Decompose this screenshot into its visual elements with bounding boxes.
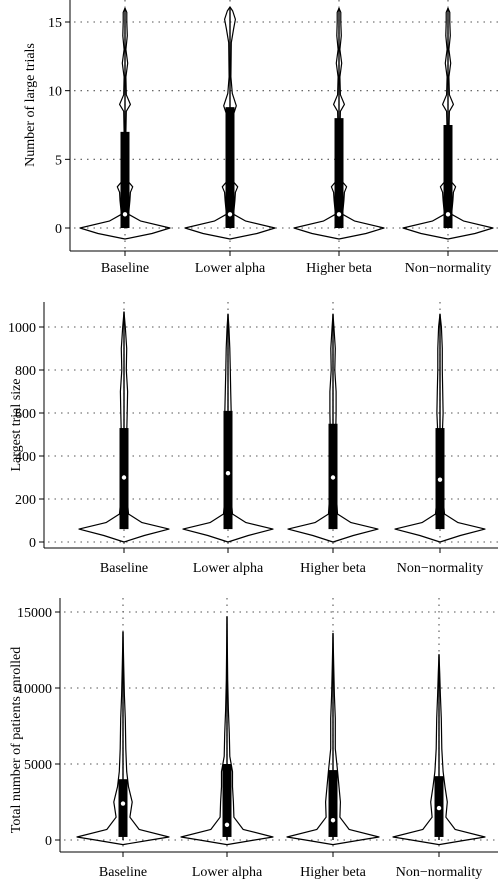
y-tick-label: 5000 xyxy=(24,758,52,773)
violin-iqr-box-2 xyxy=(225,107,235,228)
violin-median-point-2 xyxy=(224,822,230,827)
y-tick-label: 0 xyxy=(29,536,36,551)
violin-median-point-3 xyxy=(330,818,336,823)
y-axis-label: Total number of patients enrolled xyxy=(9,647,24,833)
y-tick-label: 200 xyxy=(15,493,36,508)
category-label: Lower alpha xyxy=(193,561,264,576)
y-tick-label: 10 xyxy=(48,85,62,100)
y-tick-label: 1000 xyxy=(8,321,36,336)
violin-median-point-3 xyxy=(336,212,342,217)
category-label: Lower alpha xyxy=(192,865,263,880)
violin-median-point-1 xyxy=(120,801,126,806)
y-tick-label: 0 xyxy=(55,222,62,237)
violin-median-point-4 xyxy=(445,212,451,217)
violin-iqr-box-1 xyxy=(118,779,128,837)
y-axis-label: Largest trial size xyxy=(9,378,24,471)
violin-median-point-1 xyxy=(122,212,128,217)
violin-iqr-box-1 xyxy=(120,131,130,228)
category-label: Non−normality xyxy=(396,865,482,880)
y-tick-label: 5 xyxy=(55,153,62,168)
violin-iqr-box-4 xyxy=(443,125,453,228)
violin-iqr-box-3 xyxy=(334,118,344,228)
category-label: Non−normality xyxy=(397,561,483,576)
chart-panel-1: 0 5 10 15 Baseline Lower alpha Higher beta Non−… xyxy=(23,0,498,276)
category-label: Higher beta xyxy=(306,261,372,276)
y-tick-label: 0 xyxy=(45,834,52,849)
violin-iqr-box-3 xyxy=(328,770,338,837)
violin-median-point-1 xyxy=(121,475,127,480)
category-label: Non−normality xyxy=(405,261,491,276)
violin-median-point-4 xyxy=(436,805,442,811)
violin-median-point-4 xyxy=(437,477,443,482)
y-tick-label: 10000 xyxy=(17,682,52,697)
category-label: Higher beta xyxy=(300,865,366,880)
chart-panel-2: 0 200 400 600 800 1000 Baseline Lower alpha High… xyxy=(8,302,498,576)
y-tick-label: 400 xyxy=(15,450,36,465)
y-tick-label: 600 xyxy=(15,407,36,422)
y-tick-label: 15 xyxy=(48,16,62,31)
violin-median-point-2 xyxy=(225,471,231,476)
category-label: Higher beta xyxy=(300,561,366,576)
chart-panel-3: 0 5000 10000 15000 Baseline Lower alpha Higher… xyxy=(9,598,498,880)
y-tick-label: 800 xyxy=(15,364,36,379)
violin-median-point-3 xyxy=(330,475,336,480)
y-axis-label: Number of large trials xyxy=(23,43,38,167)
category-label: Baseline xyxy=(101,261,149,276)
violin-iqr-box-2 xyxy=(223,410,233,530)
violin-outline-2 xyxy=(184,6,276,240)
y-tick-label: 15000 xyxy=(17,606,52,621)
category-label: Baseline xyxy=(100,561,148,576)
category-label: Lower alpha xyxy=(195,261,266,276)
violin-iqr-box-2 xyxy=(222,764,232,837)
violin-median-point-2 xyxy=(227,212,233,217)
category-label: Baseline xyxy=(99,865,147,880)
